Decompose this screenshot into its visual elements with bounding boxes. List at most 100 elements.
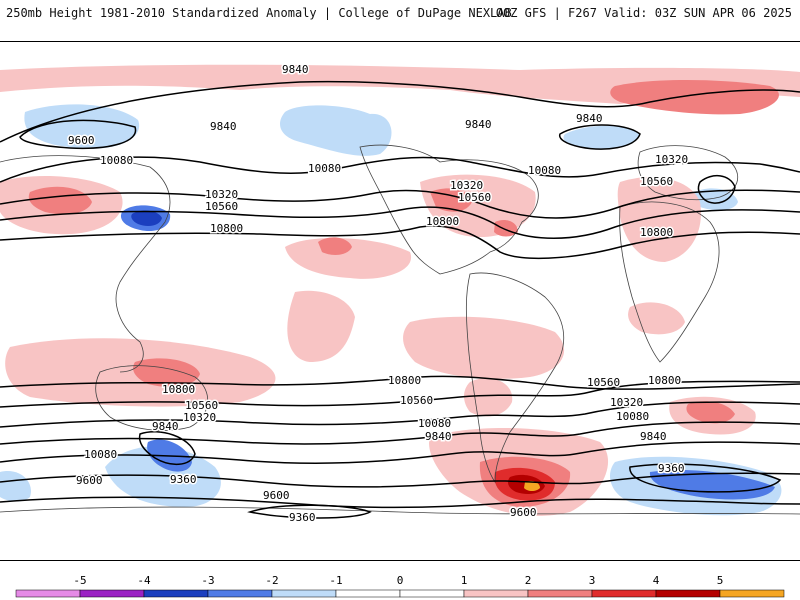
contour-9840-europe-low bbox=[697, 175, 736, 204]
colorbar-tick-label: -5 bbox=[73, 574, 86, 587]
contour-label: 10800 bbox=[640, 226, 673, 239]
anomaly-region-drake-passage-peak bbox=[524, 480, 540, 491]
contour-9600-north-pacific bbox=[19, 119, 137, 150]
contour-label: 9840 bbox=[282, 63, 309, 76]
anomaly-region-australia-low bbox=[105, 446, 221, 507]
contour-label: 10560 bbox=[400, 394, 433, 407]
negative-anomaly-shading bbox=[0, 104, 782, 516]
contour-label: 10320 bbox=[655, 153, 688, 166]
contour-9840-north bbox=[0, 80, 800, 143]
contour-label: 9600 bbox=[76, 474, 103, 487]
anomaly-region-alaska-low bbox=[280, 105, 392, 156]
contour-label: 9840 bbox=[152, 420, 179, 433]
anomaly-region-indian-ocean-south-core bbox=[686, 401, 735, 424]
contour-label: 10800 bbox=[162, 383, 195, 396]
anomaly-region-north-america-core bbox=[430, 188, 472, 212]
colorbar-tick-label: 5 bbox=[717, 574, 724, 587]
contour-label: 9600 bbox=[510, 506, 537, 519]
contour-label: 10080 bbox=[418, 417, 451, 430]
contour-9840-australia-low bbox=[138, 430, 196, 465]
anomaly-region-south-pacific-high bbox=[464, 378, 513, 417]
contour-label: 9840 bbox=[465, 118, 492, 131]
colorbar-bin bbox=[79, 589, 145, 598]
contour-label: 9360 bbox=[289, 511, 316, 524]
anomaly-region-indian-ocean-high bbox=[628, 302, 685, 335]
colorbar-tick-label: 2 bbox=[525, 574, 532, 587]
contour-10080-south bbox=[0, 421, 800, 445]
colorbar-bin bbox=[527, 589, 593, 598]
colorbar-bins bbox=[15, 589, 785, 598]
contour-label: 9840 bbox=[425, 430, 452, 443]
map-title: 250mb Height 1981-2010 Standardized Anom… bbox=[6, 6, 512, 20]
colorbar-ticks: -5 -4 -3 -2 -1 0 1 2 3 4 5 bbox=[73, 574, 723, 587]
contour-label: 10560 bbox=[185, 399, 218, 412]
colorbar-tick-label: 3 bbox=[589, 574, 596, 587]
contour-10800-north bbox=[0, 225, 800, 260]
contour-9360-southern-ocean-low bbox=[629, 463, 782, 493]
colorbar-tick-label: 1 bbox=[461, 574, 468, 587]
contour-label: 10320 bbox=[205, 188, 238, 201]
colorbar-bin bbox=[399, 589, 465, 598]
anomaly-region-australia-core-high bbox=[133, 358, 200, 387]
contour-label: 10080 bbox=[100, 154, 133, 167]
colorbar-bin bbox=[207, 589, 273, 598]
anomaly-region-west-antarctic-low bbox=[0, 471, 31, 502]
contour-label: 10560 bbox=[458, 191, 491, 204]
anomaly-region-central-pacific-core bbox=[318, 237, 352, 255]
coastline-australia bbox=[95, 365, 209, 431]
anomaly-region-africa-high bbox=[617, 177, 701, 262]
contour-label: 10080 bbox=[84, 448, 117, 461]
height-contours bbox=[0, 80, 800, 519]
contour-label: 9840 bbox=[640, 430, 667, 443]
contour-9360-south bbox=[0, 496, 800, 509]
contour-label: 10080 bbox=[308, 162, 341, 175]
colorbar-tick-label: -2 bbox=[265, 574, 278, 587]
contour-10320-south bbox=[0, 401, 800, 428]
anomaly-region-siberia-core bbox=[28, 186, 92, 215]
colorbar-tick-label: -4 bbox=[137, 574, 151, 587]
contour-label: 10560 bbox=[640, 175, 673, 188]
coastline-antarctica bbox=[0, 506, 800, 515]
contour-10800-south bbox=[0, 375, 800, 390]
contour-10080-north bbox=[0, 156, 800, 183]
positive-anomaly-shading bbox=[0, 64, 800, 516]
contour-label: 9840 bbox=[576, 112, 603, 125]
contour-label: 10320 bbox=[610, 396, 643, 409]
contour-label: 10800 bbox=[210, 222, 243, 235]
colorbar-bin bbox=[463, 589, 529, 598]
colorbar-bin bbox=[15, 589, 81, 598]
contour-label: 10320 bbox=[183, 411, 216, 424]
contour-label: 10320 bbox=[450, 179, 483, 192]
colorbar-tick-label: 4 bbox=[653, 574, 660, 587]
colorbar-bin bbox=[143, 589, 209, 598]
contour-label: 10080 bbox=[616, 410, 649, 423]
map-panel: 9840 9840 9600 9840 10080 10080 10320 10… bbox=[0, 41, 800, 561]
contour-9360-antarctic-low bbox=[247, 504, 372, 519]
anomaly-region-central-pacific-high bbox=[285, 237, 412, 279]
colorbar-bin bbox=[591, 589, 657, 598]
coastline-north-america bbox=[359, 144, 539, 275]
anomaly-region-greenland-high bbox=[610, 80, 779, 115]
contour-labels: 9840 9840 9600 9840 10080 10080 10320 10… bbox=[67, 62, 690, 526]
colorbar-bin bbox=[655, 589, 721, 598]
contour-label: 9840 bbox=[210, 120, 237, 133]
contour-label: 9360 bbox=[170, 473, 197, 486]
colorbar-bin bbox=[719, 589, 785, 598]
colorbar-bin bbox=[335, 589, 401, 598]
anomaly-map: 9840 9840 9600 9840 10080 10080 10320 10… bbox=[0, 62, 800, 526]
contour-10320-north bbox=[0, 189, 800, 219]
coastline-asia bbox=[0, 155, 171, 373]
anomaly-region-atlantic-low bbox=[563, 125, 640, 150]
anomaly-region-south-america-high bbox=[403, 316, 565, 379]
contour-9600-south bbox=[0, 472, 800, 488]
anomaly-region-southern-ocean-core bbox=[649, 469, 775, 500]
contour-label: 10800 bbox=[648, 374, 681, 387]
colorbar-tick-label: 0 bbox=[397, 574, 404, 587]
contour-label: 9600 bbox=[263, 489, 290, 502]
colorbar-tick-label: -1 bbox=[329, 574, 342, 587]
contour-label: 9360 bbox=[658, 462, 685, 475]
contour-label: 10560 bbox=[587, 376, 620, 389]
contour-label: 10800 bbox=[388, 374, 421, 387]
anomaly-region-north-pacific-low bbox=[24, 104, 140, 149]
contour-label: 9600 bbox=[68, 134, 95, 147]
